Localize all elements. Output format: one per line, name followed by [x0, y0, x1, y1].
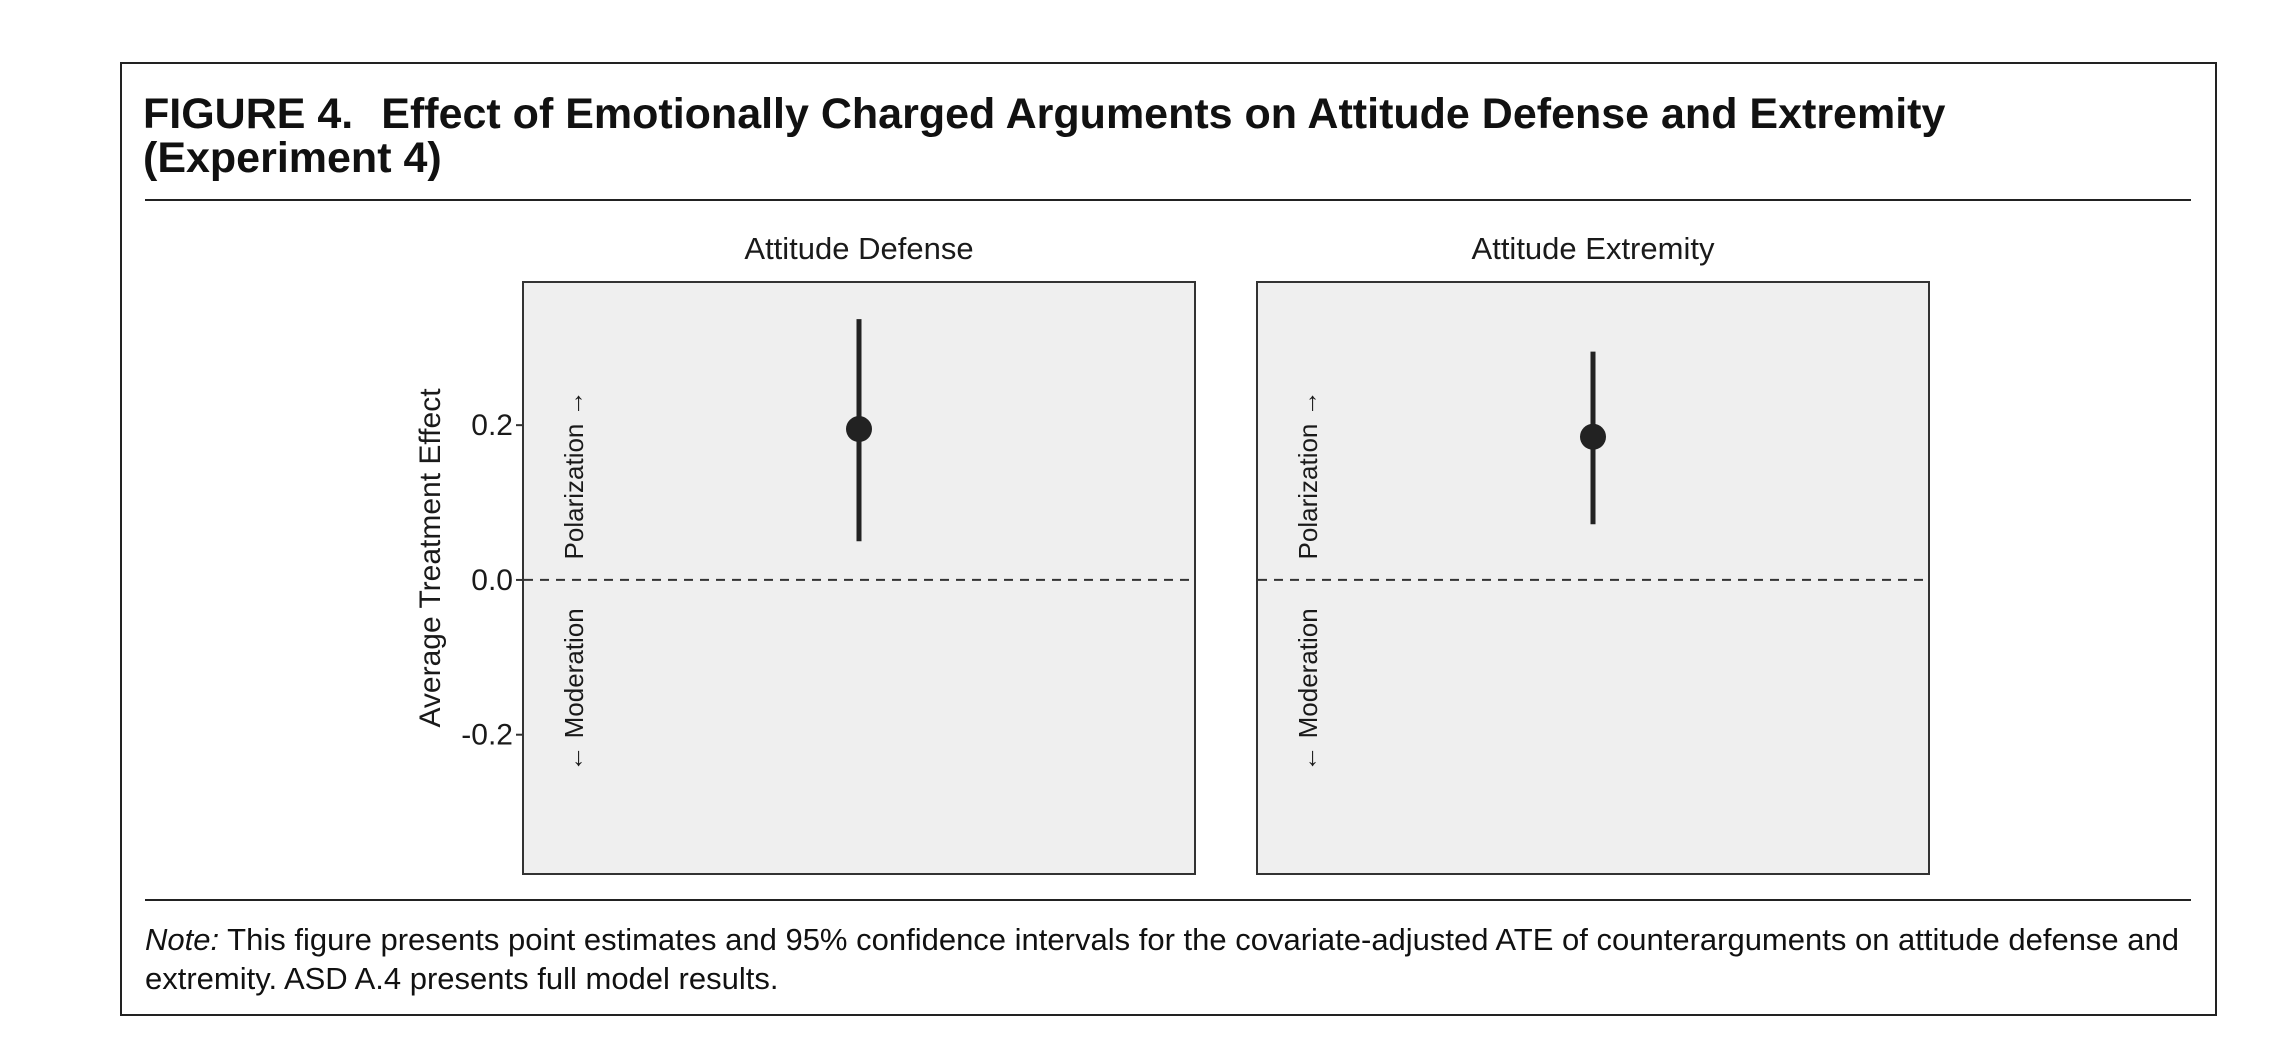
figure-frame — [120, 62, 2217, 1016]
figure-title-text: Effect of Emotionally Charged Arguments … — [143, 90, 1946, 182]
polarization-direction-label: Polarization → — [559, 390, 589, 559]
note-rule — [145, 899, 2191, 901]
point-estimate — [1580, 423, 1606, 450]
note-label: Note: — [145, 922, 220, 957]
note-text: This figure presents point estimates and… — [145, 922, 2180, 996]
panel-title: Attitude Defense — [744, 231, 973, 266]
panel-attitude-extremity: Attitude Extremity Polarization → ← Modera… — [1256, 231, 1930, 875]
y-axis-title: Average Treatment Effect — [414, 388, 447, 728]
panel-title: Attitude Extremity — [1472, 231, 1715, 266]
point-estimate — [846, 416, 872, 443]
y-tick-label: -0.2 — [461, 719, 513, 752]
title-rule — [145, 199, 2191, 201]
moderation-direction-label: ← Moderation — [559, 608, 589, 771]
y-tick-label: 0.2 — [471, 409, 513, 442]
polarization-direction-label: Polarization → — [1293, 390, 1323, 559]
figure-label: FIGURE 4. — [143, 90, 354, 138]
figure-title: FIGURE 4. Effect of Emotionally Charged A… — [143, 92, 2193, 180]
y-tick-label: 0.0 — [471, 564, 513, 597]
figure-note: Note: This figure presents point estimat… — [145, 920, 2195, 998]
moderation-direction-label: ← Moderation — [1293, 608, 1323, 771]
panel-attitude-defense: Attitude Defense Polarization → ← Moderati… — [522, 231, 1196, 875]
